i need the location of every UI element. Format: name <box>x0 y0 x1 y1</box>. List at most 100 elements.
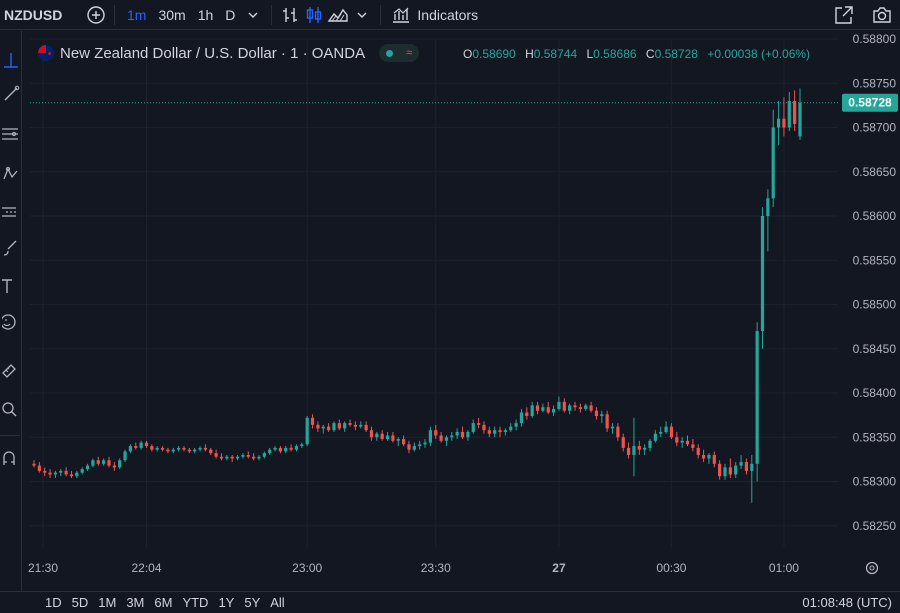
divider <box>114 4 115 25</box>
chart-legend: New Zealand Dollar / U.S. Dollar · 1 · O… <box>38 44 420 62</box>
ruler-icon[interactable] <box>2 361 20 379</box>
text-icon[interactable] <box>2 277 20 295</box>
top-toolbar: NZDUSD 1m 30m 1h D Indicators <box>0 0 900 30</box>
candle-body <box>782 118 786 128</box>
candle-body <box>246 454 250 457</box>
interval-d[interactable]: D <box>225 6 236 23</box>
candle-body <box>177 447 181 450</box>
candle-body <box>80 469 84 473</box>
market-status-badge[interactable]: ≈ <box>379 44 420 62</box>
emoji-icon[interactable] <box>2 313 20 331</box>
range-3m[interactable]: 3M <box>126 595 145 610</box>
time-axis[interactable]: 21:30 22:04 23:00 23:30 27 00:30 01:00 <box>28 561 799 575</box>
candle-body <box>755 331 759 464</box>
candle-body <box>53 472 58 475</box>
candle-body <box>407 444 411 450</box>
candle-body <box>680 440 684 443</box>
range-5y[interactable]: 5Y <box>244 595 261 610</box>
price-axis[interactable]: 0.58800 0.58750 0.58700 0.58650 0.58600 0.585… <box>853 32 897 533</box>
last-price-tag <box>842 93 898 112</box>
crosshair-icon[interactable] <box>2 51 20 69</box>
fib-retracement-icon[interactable] <box>2 125 20 143</box>
interval-1h[interactable]: 1h <box>197 6 214 23</box>
close-value: 0.58728 <box>654 47 698 61</box>
camera-icon[interactable] <box>870 3 894 27</box>
candle-body <box>327 426 331 431</box>
divider <box>380 4 382 25</box>
candle-body <box>396 439 400 441</box>
candle-body <box>321 426 325 429</box>
compare-add-icon[interactable] <box>84 3 108 27</box>
candle-body <box>701 454 706 459</box>
candle-body <box>348 423 352 425</box>
last-price-text: 0.58728 <box>848 96 892 110</box>
indicators-label: Indicators <box>417 6 479 23</box>
prediction-icon[interactable] <box>2 203 20 221</box>
range-1m[interactable]: 1M <box>98 595 117 610</box>
candle-body <box>450 435 454 438</box>
interval-30m[interactable]: 30m <box>158 6 186 23</box>
candle-body <box>262 453 266 457</box>
symbol-title[interactable]: New Zealand Dollar / U.S. Dollar · 1 · O… <box>60 44 366 62</box>
symbol-search[interactable]: NZDUSD <box>4 6 63 23</box>
candle-body <box>139 442 143 448</box>
range-all[interactable]: All <box>270 595 285 610</box>
low-value: 0.58686 <box>593 47 637 61</box>
indicators-button[interactable]: Indicators <box>391 5 478 25</box>
candle-body <box>69 474 74 477</box>
candle-body <box>385 435 390 440</box>
candle-body <box>616 426 620 438</box>
range-ytd[interactable]: YTD <box>182 595 209 610</box>
candle-body <box>707 454 711 459</box>
candle-body <box>91 460 95 466</box>
price-chart[interactable]: 0.58800 0.58750 0.58700 0.58650 0.58600 0.585… <box>0 31 900 591</box>
area-chart-type-icon[interactable] <box>326 3 350 27</box>
candle-body <box>273 447 277 450</box>
candle-body <box>418 444 422 447</box>
candle-body <box>760 216 765 332</box>
candle-body <box>557 401 561 409</box>
candle-body <box>294 446 299 450</box>
candle-body <box>584 405 588 409</box>
x-tick-label: 27 <box>552 561 566 575</box>
chevron-down-icon[interactable] <box>350 3 374 27</box>
candle-body <box>626 447 631 455</box>
candle-body <box>498 430 502 432</box>
bar-chart-type-icon[interactable] <box>278 3 302 27</box>
candle-body <box>744 462 749 471</box>
candles-chart-type-icon[interactable] <box>302 3 326 27</box>
candle-body <box>353 424 358 427</box>
candle-body <box>402 439 406 445</box>
trend-line-icon[interactable] <box>2 85 20 103</box>
magnet-icon[interactable] <box>2 451 20 469</box>
candle-body <box>252 456 256 459</box>
settings-icon[interactable] <box>865 561 879 575</box>
candle-body <box>144 442 149 447</box>
candle-body <box>551 408 556 413</box>
candle-body <box>150 446 154 450</box>
chevron-down-icon[interactable] <box>241 3 265 27</box>
range-1d[interactable]: 1D <box>45 595 62 610</box>
candle-body <box>530 405 534 417</box>
range-5d[interactable]: 5D <box>71 595 89 610</box>
zoom-icon[interactable] <box>2 401 20 419</box>
candle-body <box>637 446 641 450</box>
range-6m[interactable]: 6M <box>154 595 173 610</box>
y-tick-label: 0.58750 <box>853 76 897 90</box>
candle-body <box>235 456 240 459</box>
interval-1m[interactable]: 1m <box>127 6 147 23</box>
candle-body <box>225 456 229 459</box>
candle-body <box>460 431 465 438</box>
wave-icon: ≈ <box>406 47 413 59</box>
fullscreen-icon[interactable] <box>832 3 856 27</box>
pattern-icon[interactable] <box>2 165 20 183</box>
utc-clock[interactable]: 01:08:48 (UTC) <box>802 595 892 610</box>
candle-body <box>632 446 636 455</box>
candle-body <box>369 430 374 438</box>
candle-body <box>734 465 738 475</box>
range-1y[interactable]: 1Y <box>218 595 235 610</box>
candle-body <box>230 456 234 459</box>
brush-icon[interactable] <box>2 239 20 257</box>
close-label: C <box>645 47 655 61</box>
candle-body <box>32 463 36 466</box>
